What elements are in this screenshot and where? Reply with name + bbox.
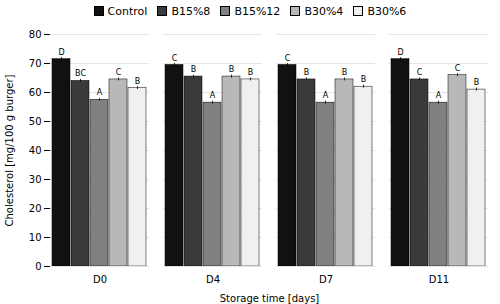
svg-text:D11: D11 — [429, 274, 449, 285]
svg-text:A: A — [323, 91, 329, 100]
svg-text:A: A — [210, 91, 216, 100]
svg-text:D4: D4 — [206, 274, 220, 285]
svg-text:40: 40 — [29, 145, 42, 156]
svg-text:B: B — [304, 68, 310, 77]
svg-text:30: 30 — [29, 174, 42, 185]
svg-text:B: B — [248, 68, 254, 77]
svg-text:50: 50 — [29, 116, 42, 127]
html-text:B15%8: B15%8 — [171, 4, 211, 18]
svg-text:C: C — [172, 54, 178, 63]
svg-text:C: C — [116, 68, 122, 77]
svg-text:Storage time [days]: Storage time [days] — [220, 293, 320, 304]
svg-text:10: 10 — [29, 232, 42, 243]
svg-text:Cholesterol [mg/100 g burger]: Cholesterol [mg/100 g burger] — [4, 74, 15, 226]
svg-text:B: B — [474, 78, 480, 87]
svg-text:C: C — [417, 68, 423, 77]
svg-text:A: A — [436, 91, 442, 100]
svg-text:0: 0 — [35, 261, 41, 272]
svg-text:60: 60 — [29, 87, 42, 98]
svg-text:D: D — [58, 48, 64, 57]
svg-text:A: A — [97, 88, 103, 97]
svg-text:B: B — [361, 75, 367, 84]
svg-text:80: 80 — [29, 29, 42, 40]
svg-text:B: B — [135, 77, 141, 86]
svg-text:B: B — [342, 68, 348, 77]
svg-text:D7: D7 — [319, 274, 333, 285]
svg-text:B: B — [191, 65, 197, 74]
svg-text:C: C — [285, 54, 291, 63]
svg-text:70: 70 — [29, 58, 42, 69]
svg-text:B: B — [229, 65, 235, 74]
html-text:B30%4: B30%4 — [304, 4, 344, 18]
html-text:Control: Control — [107, 4, 148, 18]
svg-text:20: 20 — [29, 203, 42, 214]
svg-text:BC: BC — [75, 69, 86, 78]
html-text:B15%12: B15%12 — [234, 4, 281, 18]
svg-text:C: C — [455, 64, 461, 73]
svg-text:D0: D0 — [93, 274, 107, 285]
svg-text:D: D — [397, 48, 403, 57]
html-text:B30%6: B30%6 — [367, 4, 407, 18]
